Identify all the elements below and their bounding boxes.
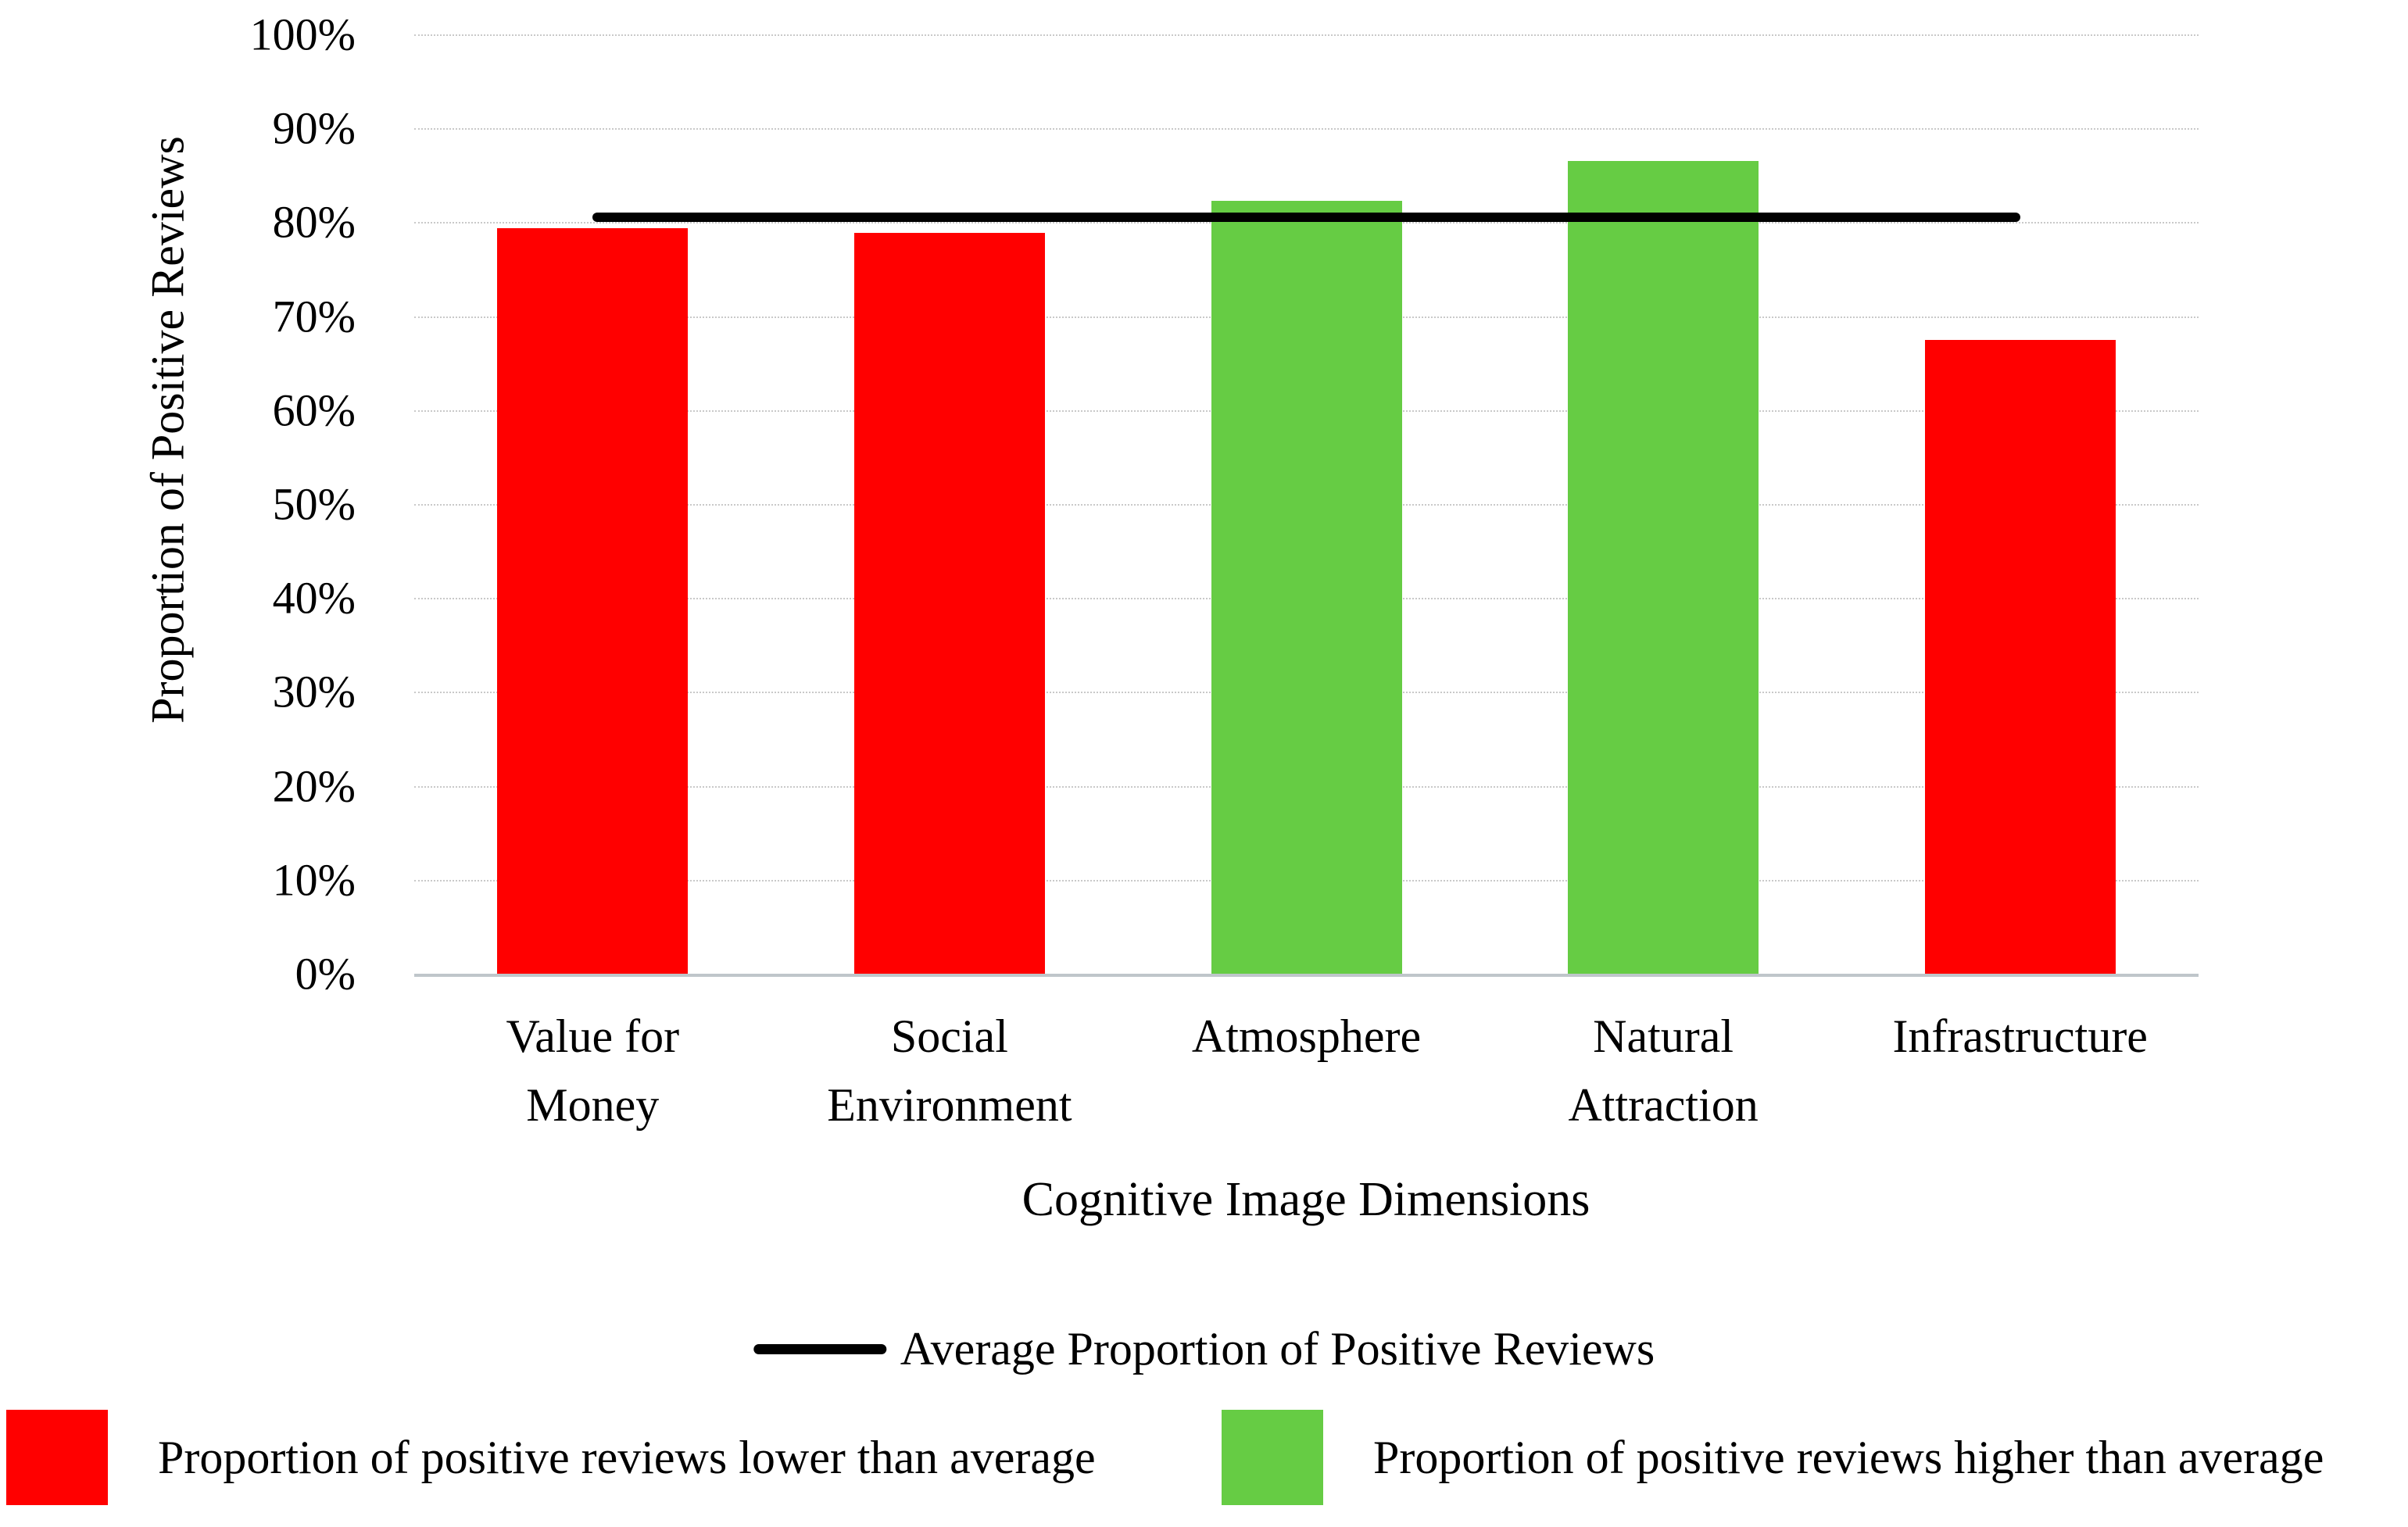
y-tick-label: 20% [272,760,356,812]
y-tick-label: 100% [249,9,356,60]
average-line-swatch [753,1344,886,1354]
category-label-atmosphere: Atmosphere [1191,1010,1422,1062]
y-tick-label: 80% [272,196,356,248]
y-tick-label: 70% [272,291,356,342]
green-swatch [1222,1410,1323,1505]
legend-label-lower-than-average: Proportion of positive reviews lower tha… [158,1431,1096,1483]
y-axis-tick-labels: 0% 10% 20% 30% 40% 50% 60% 70% 80% 90% 100% [0,0,360,1008]
bar-atmosphere [1211,200,1402,974]
legend-item-higher-than-average: Proportion of positive reviews higher th… [1222,1410,2324,1505]
y-tick-label: 30% [272,666,356,717]
legend-item-lower-than-average: Proportion of positive reviews lower tha… [6,1410,1096,1505]
average-line [592,213,2020,223]
gridline [414,34,2199,36]
y-tick-label: 40% [272,572,356,624]
category-label-natural-attraction: Natural Attraction [1568,1010,1759,1131]
y-tick-label: 50% [272,478,356,530]
bar-value-for-money [497,227,689,974]
average-line-legend: Average Proportion of Positive Reviews [753,1322,1655,1376]
bar-social-environment [853,232,1045,974]
legend-label-higher-than-average: Proportion of positive reviews higher th… [1373,1431,2324,1483]
x-axis-title: Cognitive Image Dimensions [1022,1173,1590,1226]
category-label-social-environment: Social Environment [827,1010,1072,1131]
red-swatch [6,1410,108,1505]
plot-area [414,34,2199,977]
bar-infrastructure [1924,339,2116,974]
y-tick-label: 60% [272,384,356,436]
bar-natural-attraction [1568,161,1759,974]
gridline [414,128,2199,131]
category-label-infrastructure: Infrastructure [1892,1010,2148,1062]
y-tick-label: 90% [272,102,356,154]
y-tick-label: 0% [295,948,356,1000]
y-tick-label: 10% [272,854,356,906]
category-label-value-for-money: Value for Money [506,1010,680,1131]
average-line-legend-label: Average Proportion of Positive Reviews [900,1323,1655,1375]
x-axis-category-labels: Value for Money Social Environment Atmosph… [414,1002,2199,1158]
x-axis-line [414,974,2199,977]
